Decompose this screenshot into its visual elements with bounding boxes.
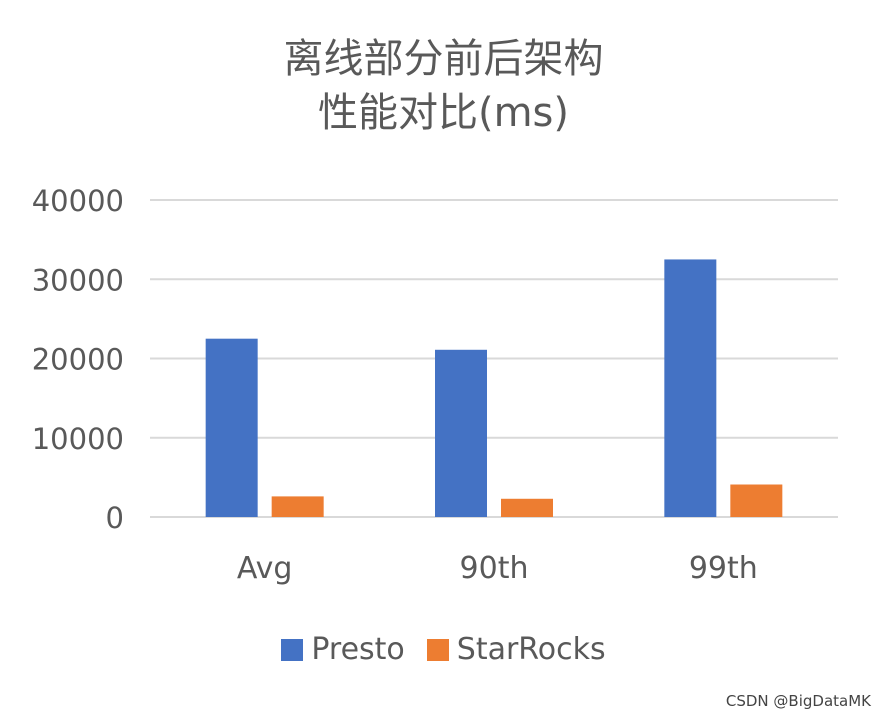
bar-presto-90th [435, 349, 487, 517]
y-tick-label: 0 [106, 501, 124, 535]
legend-swatch-starrocks [426, 638, 449, 661]
x-tick-labels: Avg 90th 99th [237, 551, 758, 586]
bars [205, 259, 783, 517]
legend: Presto StarRocks [0, 632, 887, 667]
bar-presto-99th [664, 259, 717, 517]
legend-item-presto: Presto [281, 632, 405, 667]
legend-label-presto: Presto [311, 632, 405, 667]
bar-starrocks-avg [271, 496, 324, 517]
legend-item-starrocks: StarRocks [426, 632, 606, 667]
watermark: CSDN @BigDataMK [725, 692, 871, 710]
bar-starrocks-90th [501, 498, 553, 517]
gridlines [150, 199, 838, 518]
chart-title-line1: 离线部分前后架构 [283, 36, 604, 82]
y-tick-label: 40000 [32, 184, 124, 218]
x-tick-label: Avg [237, 551, 293, 586]
y-tick-label: 30000 [32, 263, 124, 297]
chart-title-line2: 性能对比(ms) [317, 90, 569, 136]
bar-starrocks-99th [730, 484, 783, 517]
legend-swatch-presto [281, 638, 304, 661]
legend-label-starrocks: StarRocks [456, 632, 606, 667]
x-tick-label: 90th [460, 551, 529, 586]
y-tick-labels: 0 10000 20000 30000 40000 [32, 184, 124, 535]
bar-presto-avg [205, 338, 258, 517]
y-tick-label: 10000 [32, 422, 124, 456]
x-tick-label: 99th [689, 551, 758, 586]
y-tick-label: 20000 [32, 343, 124, 377]
